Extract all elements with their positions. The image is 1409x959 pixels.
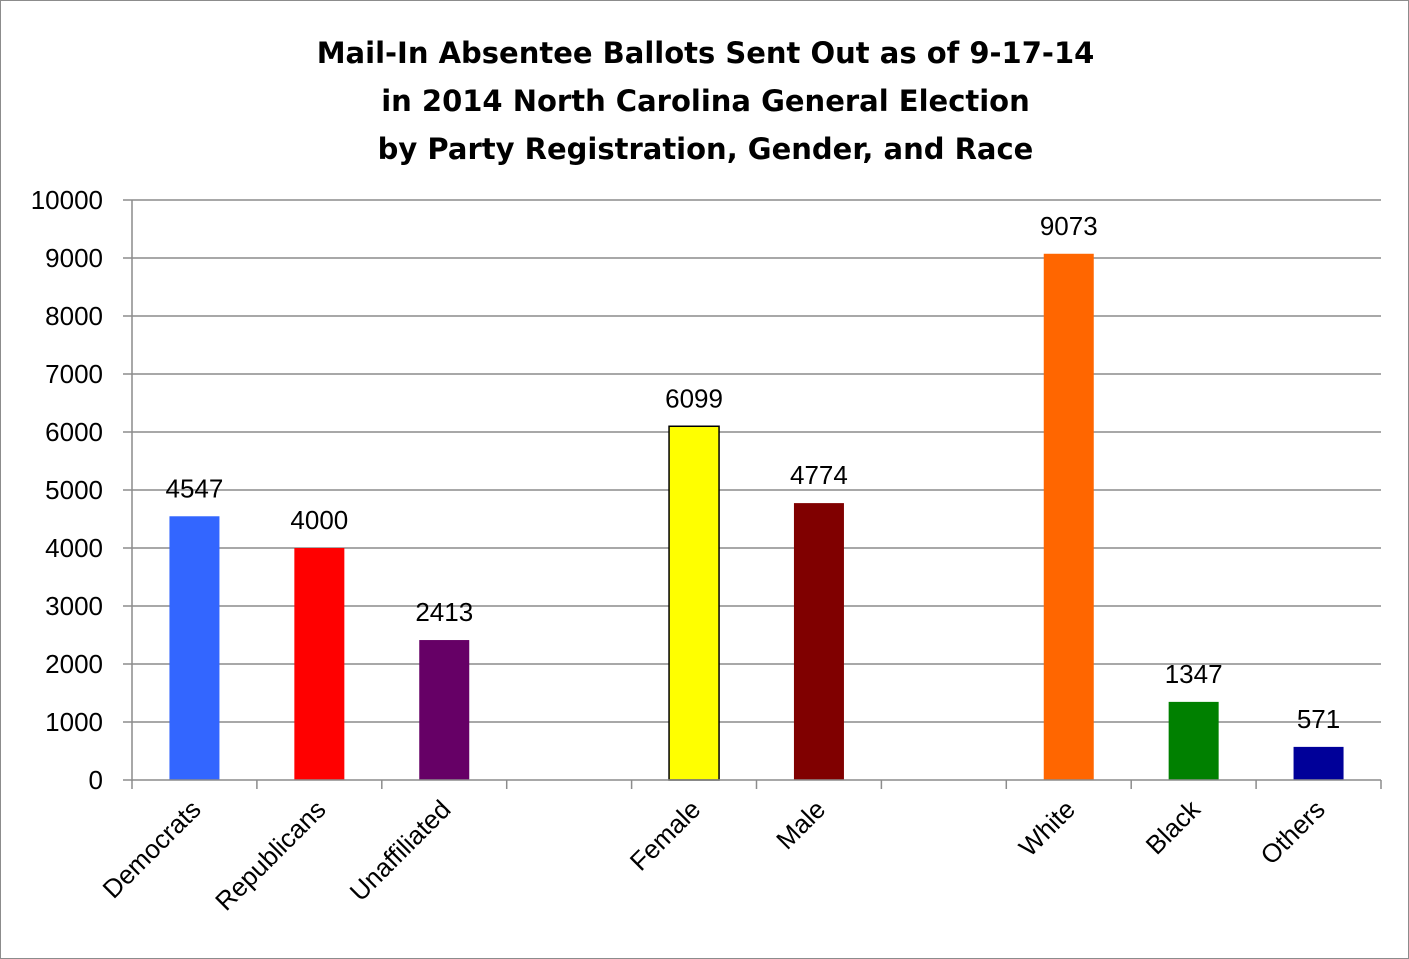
y-tick-label: 7000 (45, 359, 103, 389)
chart-title-line-3: by Party Registration, Gender, and Race (377, 132, 1034, 166)
data-label-democrats: 4547 (166, 473, 224, 503)
category-label-democrats: Democrats (97, 794, 207, 904)
y-tick-label: 8000 (45, 301, 103, 331)
bar-democrats (169, 516, 220, 780)
category-label-republicans: Republicans (209, 794, 331, 916)
category-label-female: Female (624, 794, 707, 877)
y-tick-label: 4000 (45, 533, 103, 563)
data-label-female: 6099 (665, 383, 723, 413)
y-tick-label: 0 (89, 765, 103, 795)
y-tick-label: 3000 (45, 591, 103, 621)
bar-white (1043, 253, 1094, 781)
bars (169, 253, 1344, 781)
data-label-unaffiliated: 2413 (415, 597, 473, 627)
data-label-republicans: 4000 (290, 505, 348, 535)
data-label-male: 4774 (790, 460, 848, 490)
category-label-male: Male (770, 794, 831, 855)
data-label-others: 571 (1297, 704, 1340, 734)
bar-female (668, 425, 720, 781)
data-label-white: 9073 (1040, 211, 1098, 241)
bar-male (793, 503, 844, 780)
chart-title-line-2: in 2014 North Carolina General Election (381, 84, 1030, 118)
category-label-unaffiliated: Unaffiliated (344, 794, 457, 907)
data-label-black: 1347 (1165, 659, 1223, 689)
category-label-others: Others (1254, 794, 1330, 870)
category-label-black: Black (1140, 793, 1207, 860)
bar-black (1168, 701, 1219, 780)
y-tick-label: 6000 (45, 417, 103, 447)
y-tick-label: 2000 (45, 649, 103, 679)
chart-title: Mail-In Absentee Ballots Sent Out as of … (1, 29, 1409, 173)
y-tick-label: 5000 (45, 475, 103, 505)
y-tick-label: 10000 (31, 185, 103, 215)
bar-others (1293, 746, 1344, 780)
bar-republicans (294, 548, 345, 780)
chart-title-line-1: Mail-In Absentee Ballots Sent Out as of … (316, 36, 1095, 70)
y-tick-label: 1000 (45, 707, 103, 737)
category-label-white: White (1013, 794, 1081, 862)
y-tick-label: 9000 (45, 243, 103, 273)
bar-unaffiliated (419, 640, 470, 780)
axes (123, 199, 1382, 789)
